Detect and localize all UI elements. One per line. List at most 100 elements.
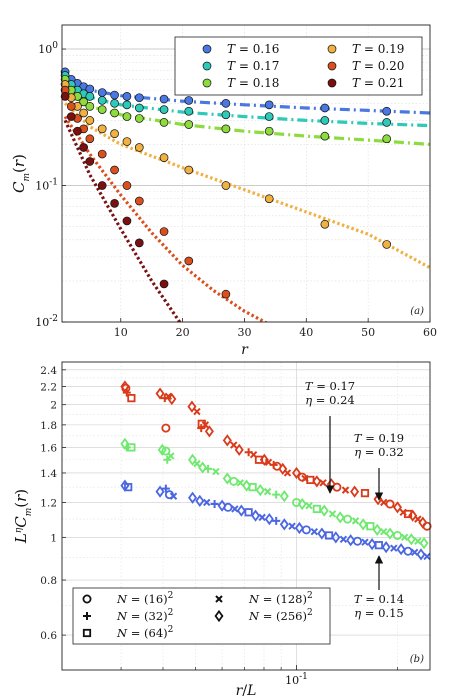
- data-point-0: [422, 521, 432, 531]
- data-point-2: [221, 124, 231, 134]
- data-point-0: [193, 407, 201, 416]
- data-point-0: [259, 453, 269, 466]
- data-point-1: [358, 518, 368, 531]
- y-axis-label-b: LηCm(r): [12, 489, 34, 544]
- data-point-0: [122, 92, 132, 101]
- data-point-1: [297, 497, 307, 511]
- data-point-1: [335, 511, 345, 524]
- data-point-0: [254, 455, 264, 464]
- data-point-2: [188, 491, 198, 504]
- y-tick-label: 1.4: [40, 468, 57, 480]
- data-point-2: [97, 105, 107, 114]
- data-point-2: [210, 500, 219, 509]
- x-tick-label: 10-1: [285, 672, 308, 687]
- data-point-1: [319, 504, 329, 517]
- annotation-text: η = 0.24: [305, 393, 354, 407]
- data-point-2: [203, 498, 211, 507]
- data-point-2: [339, 535, 348, 543]
- data-point-0: [278, 462, 288, 476]
- data-point-2: [416, 548, 426, 561]
- data-point-2: [331, 531, 341, 544]
- axes-frame-a: [61, 24, 431, 323]
- legend-label: N = (256)2: [248, 608, 313, 623]
- legend-marker: [202, 61, 212, 71]
- data-point-2: [251, 509, 261, 522]
- data-point-0: [291, 466, 302, 480]
- data-point-2: [155, 485, 165, 498]
- data-point-2: [381, 541, 391, 554]
- data-point-4: [159, 227, 169, 236]
- data-point-1: [382, 118, 392, 127]
- annotation-text: T = 0.19: [354, 431, 404, 445]
- x-tick-label: 20: [176, 326, 190, 339]
- data-point-2: [396, 543, 406, 556]
- legend-marker: [83, 612, 91, 620]
- data-point-1: [305, 501, 313, 510]
- data-point-3: [382, 240, 392, 249]
- data-point-1: [198, 461, 208, 474]
- data-point-2: [79, 97, 88, 107]
- x-tick-label: 30: [237, 326, 251, 339]
- data-point-1: [263, 487, 272, 496]
- data-point-2: [195, 494, 205, 507]
- legend-label: T = 0.19: [352, 42, 404, 56]
- data-point-0: [184, 96, 194, 105]
- data-point-0: [382, 106, 392, 116]
- data-point-0: [234, 443, 244, 456]
- data-point-1: [85, 92, 95, 101]
- data-point-5: [159, 279, 169, 289]
- fit-line-4: [63, 115, 269, 322]
- data-point-4: [97, 149, 107, 159]
- legend-label: N = (128)2: [248, 591, 313, 606]
- data-point-1: [312, 504, 321, 514]
- data-point-0: [221, 98, 231, 108]
- data-point-1: [110, 98, 119, 108]
- data-point-0: [320, 103, 330, 113]
- data-point-0: [159, 94, 169, 104]
- data-point-4: [85, 134, 95, 144]
- data-point-1: [343, 514, 353, 524]
- data-point-1: [255, 483, 265, 497]
- data-point-3: [184, 165, 194, 175]
- data-point-5: [122, 216, 132, 226]
- data-point-3: [110, 129, 119, 138]
- data-point-0: [222, 434, 232, 447]
- data-point-1: [419, 537, 429, 550]
- data-point-1: [351, 517, 360, 525]
- data-point-4: [110, 165, 119, 175]
- data-point-0: [122, 388, 131, 397]
- data-point-2: [231, 505, 239, 513]
- data-point-2: [324, 531, 334, 540]
- legend-b: [72, 587, 331, 645]
- data-point-5: [85, 157, 95, 166]
- data-point-0: [264, 100, 274, 110]
- legend-marker: [82, 594, 92, 604]
- data-point-5: [73, 126, 82, 136]
- data-point-5: [66, 112, 76, 121]
- y-tick-label: 2: [50, 400, 57, 412]
- legend-marker: [327, 78, 337, 88]
- data-point-2: [361, 538, 369, 546]
- data-point-2: [367, 538, 377, 551]
- data-point-1: [122, 100, 132, 110]
- data-point-0: [392, 501, 403, 514]
- data-point-0: [319, 479, 327, 487]
- data-point-1: [366, 522, 375, 531]
- data-point-1: [406, 533, 416, 546]
- panel-a: 10 20 30 40 50 60 10-2 10-1 100 r Cm(r) (a) T = 0.16…: [10, 24, 437, 358]
- legend-label: T = 0.16: [227, 42, 279, 56]
- data-point-2: [310, 527, 319, 536]
- y-tick-label: 10-1: [35, 178, 58, 193]
- fit-line-5: [63, 119, 182, 322]
- data-point-2: [169, 492, 178, 500]
- data-point-2: [301, 525, 311, 535]
- data-point-1: [264, 112, 274, 121]
- x-axis-label-a: r: [241, 342, 249, 358]
- data-point-2: [272, 516, 281, 525]
- legend-marker: [202, 78, 212, 88]
- data-point-2: [159, 118, 169, 127]
- data-point-1: [212, 467, 220, 476]
- y-tick-label: 0.8: [40, 575, 57, 587]
- data-point-1: [159, 105, 169, 114]
